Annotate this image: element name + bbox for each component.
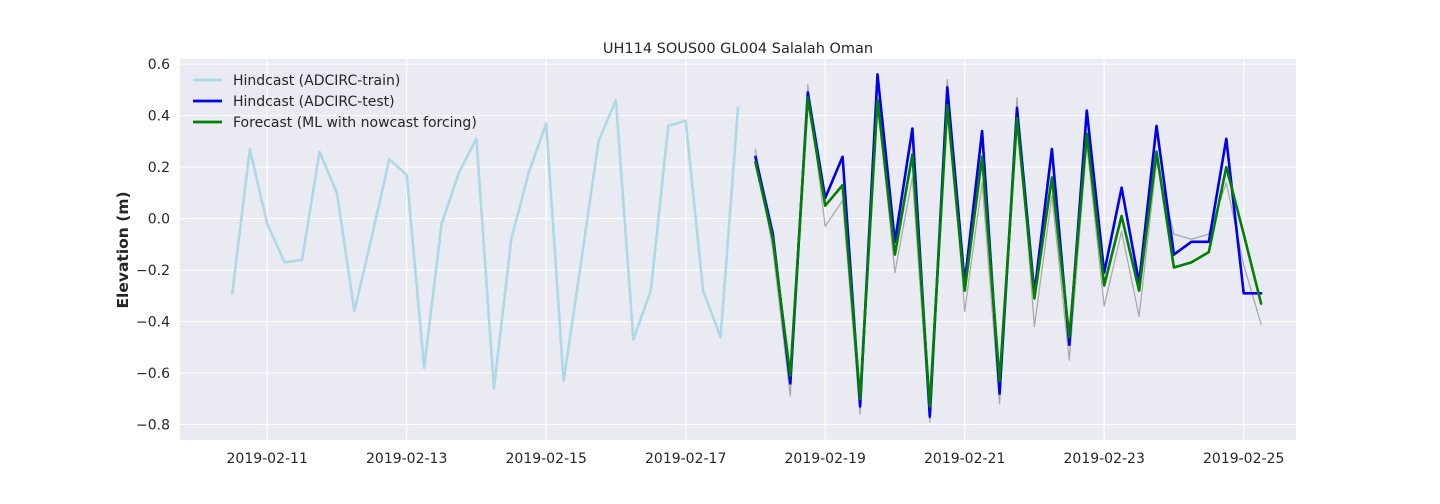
legend-label: Hindcast (ADCIRC-test)	[233, 94, 395, 110]
x-tick-label: 2019-02-19	[785, 451, 866, 467]
y-tick-label: −0.2	[136, 263, 170, 279]
series-line-4	[754, 96, 1263, 408]
x-tick-label: 2019-02-11	[227, 451, 308, 467]
x-tick-label: 2019-02-17	[645, 451, 726, 467]
y-tick-label: −0.8	[136, 418, 170, 434]
x-tick-label: 2019-02-15	[506, 451, 587, 467]
y-axis-label: Elevation (m)	[114, 191, 132, 308]
y-tick-label: −0.4	[136, 315, 170, 331]
x-tick-label: 2019-02-25	[1203, 451, 1284, 467]
y-tick-label: 0.6	[148, 57, 170, 73]
series-line-1	[231, 98, 740, 390]
y-tick-label: −0.6	[136, 366, 170, 382]
x-tick-label: 2019-02-13	[366, 451, 447, 467]
x-tick-label: 2019-02-23	[1064, 451, 1145, 467]
tick-labels: 2019-02-11 2019-02-13 2019-02-15 2019-02-17…	[136, 57, 1284, 467]
y-tick-label: 0.4	[148, 109, 170, 125]
legend-label: Forecast (ML with nowcast forcing)	[233, 115, 477, 131]
y-tick-label: 0.0	[148, 212, 170, 228]
series-layer	[231, 73, 1263, 423]
chart-title: UH114 SOUS00 GL004 Salalah Oman	[603, 41, 873, 57]
legend: Hindcast (ADCIRC-train) Hindcast (ADCIRC-…	[193, 73, 477, 131]
legend-label: Hindcast (ADCIRC-train)	[233, 73, 400, 89]
y-tick-label: 0.2	[148, 160, 170, 176]
x-tick-label: 2019-02-21	[924, 451, 1005, 467]
